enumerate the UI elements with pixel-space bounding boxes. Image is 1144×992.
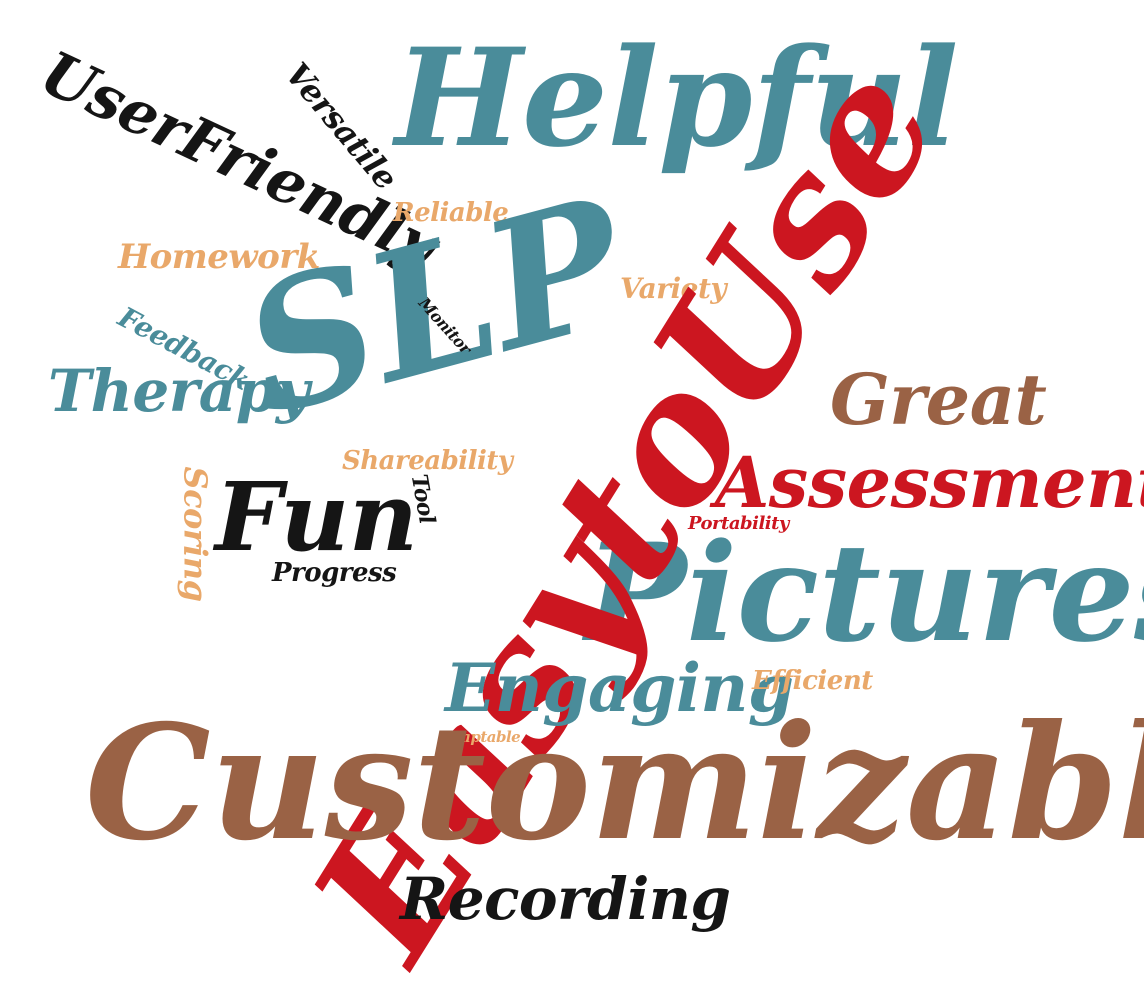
word-fun: Fun [215,462,418,573]
word-great: Great [830,358,1047,441]
word-shareability: Shareability [342,446,513,476]
word-homework: Homework [118,237,320,277]
word-variety: Variety [620,272,727,305]
word-pictures: Pictures [585,513,1144,672]
word-customizable: Customizable [85,691,1144,876]
word-adaptable: Adaptable [440,728,521,746]
word-assessment: Assessment [715,441,1144,524]
word-helpful: Helpful [395,18,959,177]
word-cloud: UserFriendly Versatile Helpful Reliable … [30,18,1144,992]
word-portability: Portability [688,513,789,534]
word-efficient: Efficient [752,666,873,696]
word-recording: Recording [400,865,731,933]
word-engaging: Engaging [445,649,794,727]
word-therapy: Therapy [48,357,310,425]
word-progress: Progress [272,558,397,588]
word-reliable: Reliable [393,198,509,228]
word-scoring: Scoring [176,466,215,602]
